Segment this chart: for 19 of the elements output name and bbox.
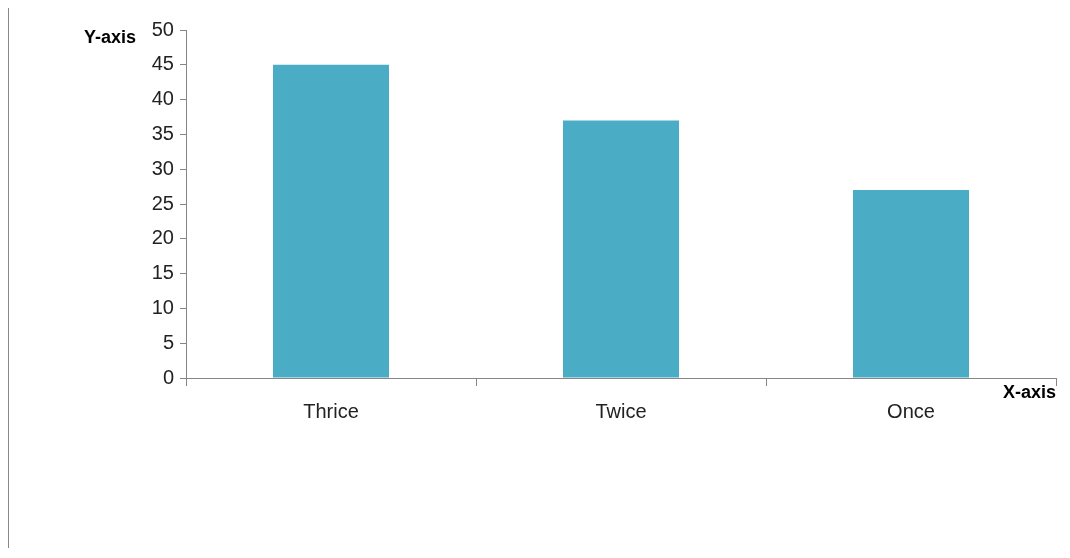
y-tick-label: 20	[151, 226, 174, 249]
y-tick-label: 50	[151, 17, 174, 40]
y-tick-label: 35	[151, 121, 174, 144]
y-tick-label: 5	[162, 330, 174, 353]
x-axis-title: X-axis	[1002, 381, 1056, 402]
y-tick-label: 25	[151, 191, 174, 214]
y-tick-label: 15	[151, 261, 174, 284]
y-axis-title: Y-axis	[83, 26, 136, 47]
y-tick-label: 40	[151, 87, 174, 110]
x-tick-label: Twice	[595, 399, 647, 422]
y-tick-label: 0	[162, 365, 174, 388]
bar	[273, 64, 389, 378]
y-tick-label: 45	[151, 52, 174, 75]
y-tick-label: 30	[151, 156, 174, 179]
bar	[563, 120, 679, 378]
bar	[853, 190, 969, 378]
y-tick-label: 10	[151, 295, 174, 318]
x-tick-label: Thrice	[303, 399, 359, 422]
x-tick-label: Once	[887, 399, 935, 422]
